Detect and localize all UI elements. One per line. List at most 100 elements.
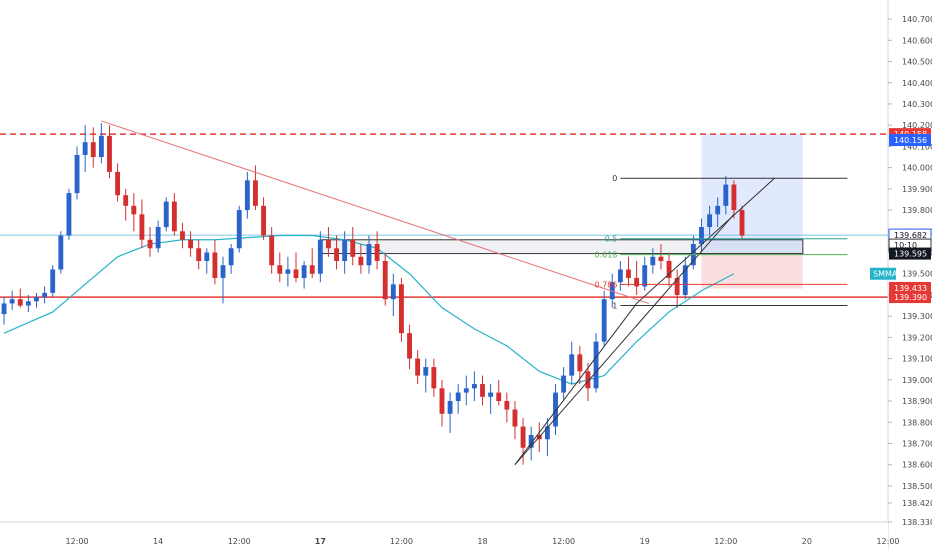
- time-axis[interactable]: 12:00 14 12:00 17 12:00 18 12:00 19 12:00 20 12:00: [0, 521, 900, 550]
- candlestick-series: [1, 123, 745, 465]
- candle-body: [674, 277, 680, 295]
- candle-body: [715, 205, 721, 215]
- price-tag: 139.390: [889, 291, 931, 304]
- candle-body: [390, 284, 396, 300]
- candle-body: [188, 239, 194, 249]
- candle-body: [666, 261, 672, 278]
- candle-body: [66, 193, 72, 236]
- candle-body: [147, 239, 153, 249]
- candle-body: [42, 292, 48, 298]
- candle-body: [50, 269, 56, 293]
- candle-body: [204, 252, 210, 261]
- candle-body: [642, 265, 648, 287]
- price-tick-label: 140.300: [902, 100, 932, 109]
- price-tag: 139.595: [889, 247, 931, 260]
- smma-tag-bg: [870, 267, 896, 280]
- candle-body: [382, 261, 388, 300]
- price-tick-label: 140.400: [902, 79, 932, 88]
- fib-level-label: 1: [612, 302, 617, 311]
- candle-body: [58, 235, 64, 270]
- candle-body: [163, 201, 169, 228]
- candle-body: [277, 265, 283, 274]
- price-tag-label: 139.595: [894, 250, 927, 259]
- candle-body: [196, 248, 202, 261]
- price-tick-label: 138.500: [902, 482, 932, 491]
- candle-body: [455, 392, 461, 402]
- price-tick-label: 139.200: [902, 333, 932, 342]
- consolidation-zone[interactable]: [319, 239, 804, 255]
- time-tick-label: 12:00: [390, 537, 413, 546]
- candle-body: [423, 367, 429, 376]
- candle-body: [269, 235, 275, 266]
- candle-body: [171, 201, 177, 232]
- price-tag-label: 10:10: [894, 241, 917, 250]
- candle-body: [374, 244, 380, 261]
- candle-body: [544, 426, 550, 440]
- candle-body: [261, 205, 266, 236]
- candle-body: [431, 367, 437, 389]
- candle-body: [326, 239, 331, 249]
- uptrend-line-inner: [514, 213, 735, 466]
- candle-body: [285, 269, 291, 274]
- trendlines[interactable]: [101, 120, 775, 466]
- smma-tag: SMMA: [870, 267, 898, 280]
- time-tick-label: 18: [477, 537, 487, 546]
- candle-body: [504, 401, 510, 410]
- price-tick-label: 140.500: [902, 58, 932, 67]
- candle-body: [358, 256, 364, 266]
- candle-body: [253, 180, 258, 206]
- candle-body: [488, 392, 494, 397]
- candle-body: [707, 214, 713, 228]
- candle-body: [682, 265, 688, 295]
- candle-body: [658, 256, 664, 261]
- candle-body: [447, 401, 453, 414]
- fib-level-label: 0.5: [605, 235, 618, 244]
- candle-body: [34, 297, 39, 302]
- price-tick-label: 138.800: [902, 418, 932, 427]
- fib-level-label: 0.618: [594, 251, 617, 260]
- candle-body: [9, 299, 15, 304]
- time-tick-label: 17: [315, 537, 326, 546]
- candle-body: [236, 210, 242, 249]
- price-tags: 140.158140.156139.68210:10139.595139.433…: [870, 128, 932, 304]
- price-tag-bg: [889, 134, 931, 147]
- candle-body: [585, 371, 591, 389]
- price-tick-label: 138.700: [902, 439, 932, 448]
- candle-body: [593, 341, 599, 389]
- candle-body: [407, 333, 412, 359]
- candle-body: [496, 392, 502, 402]
- time-tick-label: 12:00: [714, 537, 737, 546]
- candle-body: [334, 248, 339, 261]
- candle-body: [634, 277, 640, 287]
- price-tag-bg: [889, 291, 931, 304]
- candle-body: [180, 231, 185, 240]
- price-tick-label: 140.600: [902, 36, 932, 45]
- time-tick-label: 12:00: [228, 537, 251, 546]
- candle-body: [293, 269, 299, 278]
- price-tick-label: 138.330: [902, 518, 932, 527]
- candle-body: [301, 265, 307, 278]
- candle-body: [17, 299, 23, 306]
- price-tag-bg: [889, 281, 931, 294]
- candle-body: [139, 214, 145, 240]
- zone-rect: [319, 239, 804, 255]
- candle-body: [244, 180, 250, 211]
- candle-body: [577, 354, 583, 372]
- candle-body: [74, 154, 80, 194]
- time-tick-label: 20: [802, 537, 812, 546]
- downtrend-line: [101, 120, 649, 304]
- fibonacci-retracement[interactable]: 0 0.5 0.618 0.786 1: [594, 174, 848, 311]
- candle-body: [309, 265, 315, 274]
- time-tick-label: 12:00: [66, 537, 89, 546]
- time-axis-bg: [0, 522, 888, 550]
- price-tick-label: 139.500: [902, 270, 932, 279]
- candle-body: [1, 303, 7, 315]
- candle-body: [82, 142, 88, 155]
- candle-body: [512, 409, 518, 427]
- candle-body: [115, 171, 121, 196]
- price-tick-label: 140.000: [902, 164, 932, 173]
- candle-body: [107, 135, 112, 172]
- candle-body: [212, 252, 218, 278]
- candle-body: [342, 239, 348, 261]
